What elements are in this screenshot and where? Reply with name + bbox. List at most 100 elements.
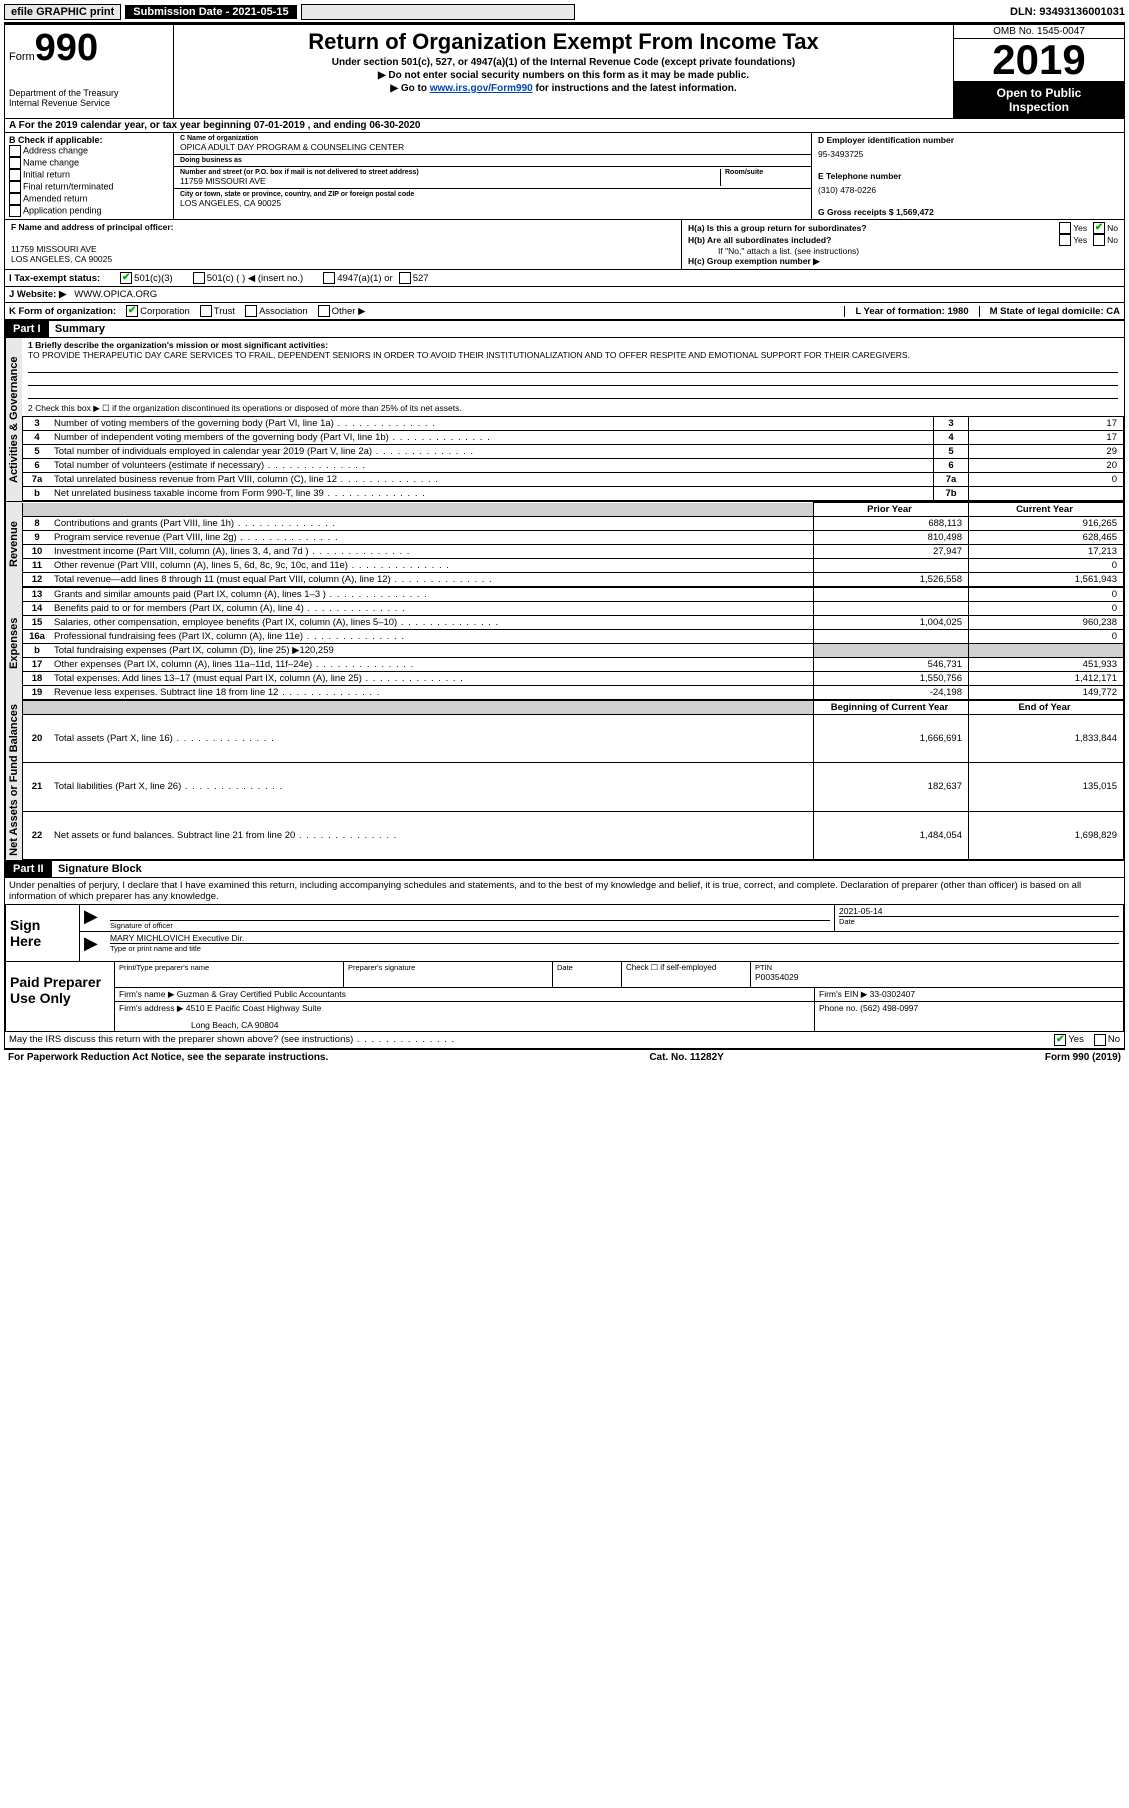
- discuss-label: May the IRS discuss this return with the…: [9, 1034, 455, 1045]
- table-row: 13Grants and similar amounts paid (Part …: [23, 588, 1124, 602]
- room-label: Room/suite: [725, 169, 805, 176]
- cb-amended[interactable]: [9, 193, 21, 205]
- instr-pre: ▶ Go to: [390, 83, 429, 94]
- firm-addr-label: Firm's address ▶: [119, 1003, 183, 1013]
- opt-501c: 501(c) ( ) ◀ (insert no.): [207, 273, 304, 284]
- cb-ha-yes[interactable]: [1059, 222, 1071, 234]
- table-row: 20Total assets (Part X, line 16)1,666,69…: [23, 715, 1124, 763]
- part1-badge: Part I: [5, 321, 49, 337]
- opt-4947: 4947(a)(1) or: [337, 273, 392, 284]
- firm-name-label: Firm's name ▶: [119, 989, 174, 999]
- opt-initial: Initial return: [23, 169, 70, 179]
- city-label: City or town, state or province, country…: [180, 191, 805, 198]
- form-ref: Form 990 (2019): [1045, 1052, 1121, 1063]
- header-mid: Return of Organization Exempt From Incom…: [174, 25, 953, 118]
- vtab-revenue: Revenue: [5, 502, 22, 587]
- cb-501c3[interactable]: [120, 272, 132, 284]
- ptin-label: PTIN: [755, 963, 1119, 972]
- section-d: D Employer identification number 95-3493…: [812, 133, 1124, 219]
- firm-addr2: Long Beach, CA 90804: [119, 1020, 810, 1030]
- expenses-section: Expenses 13Grants and similar amounts pa…: [5, 587, 1124, 700]
- table-row: 22Net assets or fund balances. Subtract …: [23, 811, 1124, 859]
- ein-label: D Employer identification number: [818, 135, 1118, 145]
- table-row: 16aProfessional fundraising fees (Part I…: [23, 630, 1124, 644]
- table-row: bNet unrelated business taxable income f…: [23, 487, 1124, 501]
- m-state: M State of legal domicile: CA: [979, 306, 1120, 317]
- revenue-table: Prior Year Current Year 8Contributions a…: [22, 502, 1124, 587]
- open2: Inspection: [956, 100, 1122, 114]
- cb-other[interactable]: [318, 305, 330, 317]
- cb-name-change[interactable]: [9, 157, 21, 169]
- gov-table: 3Number of voting members of the governi…: [22, 416, 1124, 501]
- cb-pending[interactable]: [9, 205, 21, 217]
- header-left: Form990 Department of the Treasury Inter…: [5, 25, 174, 118]
- officer-name: MARY MICHLOVICH Executive Dir.: [110, 933, 1119, 943]
- preparer-block: Paid Preparer Use Only Print/Type prepar…: [5, 962, 1124, 1032]
- prep-sig-label: Preparer's signature: [348, 963, 548, 972]
- penalty-text: Under penalties of perjury, I declare th…: [5, 878, 1124, 904]
- expenses-table: 13Grants and similar amounts paid (Part …: [22, 587, 1124, 700]
- j-label: J Website: ▶: [9, 289, 66, 300]
- cb-501c[interactable]: [193, 272, 205, 284]
- tax-exempt-row: I Tax-exempt status: 501(c)(3) 501(c) ( …: [5, 270, 1124, 287]
- cb-discuss-no[interactable]: [1094, 1034, 1106, 1046]
- i-label: I Tax-exempt status:: [9, 273, 100, 284]
- section-f: F Name and address of principal officer:…: [5, 220, 682, 269]
- pra-notice: For Paperwork Reduction Act Notice, see …: [8, 1052, 328, 1063]
- paid-preparer-label: Paid Preparer Use Only: [6, 962, 115, 1031]
- street-address: 11759 MISSOURI AVE: [180, 176, 720, 186]
- opt-pending: Application pending: [23, 205, 102, 215]
- section-h: H(a) Is this a group return for subordin…: [682, 220, 1124, 269]
- f-label: F Name and address of principal officer:: [11, 222, 675, 232]
- tax-year: 2019: [954, 39, 1124, 82]
- firm-addr1: 4510 E Pacific Coast Highway Suite: [186, 1003, 322, 1013]
- submission-date: Submission Date - 2021-05-15: [125, 5, 296, 19]
- netassets-table: Beginning of Current Year End of Year 20…: [22, 700, 1124, 860]
- form-header: Form990 Department of the Treasury Inter…: [5, 25, 1124, 119]
- cb-527[interactable]: [399, 272, 411, 284]
- vtab-netassets: Net Assets or Fund Balances: [5, 700, 22, 860]
- instr-ssn: ▶ Do not enter social security numbers o…: [178, 70, 949, 81]
- table-row: 4Number of independent voting members of…: [23, 431, 1124, 445]
- open1: Open to Public: [956, 86, 1122, 100]
- cb-assoc[interactable]: [245, 305, 257, 317]
- instr-link: ▶ Go to www.irs.gov/Form990 for instruct…: [178, 83, 949, 94]
- col-current: Current Year: [969, 503, 1124, 517]
- section-b: B Check if applicable: Address change Na…: [5, 133, 174, 219]
- prep-phone: (562) 498-0997: [860, 1003, 918, 1013]
- vtab-governance: Activities & Governance: [5, 338, 22, 501]
- cb-hb-yes[interactable]: [1059, 234, 1071, 246]
- sign-here-label: Sign Here: [6, 905, 80, 961]
- cb-address-change[interactable]: [9, 145, 21, 157]
- discuss-yes: Yes: [1068, 1034, 1084, 1045]
- phone-value: (310) 478-0226: [818, 185, 1118, 195]
- table-row: 18Total expenses. Add lines 13–17 (must …: [23, 672, 1124, 686]
- opt-other: Other ▶: [332, 306, 366, 317]
- row-a-tax-year: A For the 2019 calendar year, or tax yea…: [5, 119, 1124, 133]
- part2-badge: Part II: [5, 861, 52, 877]
- cb-discuss-yes[interactable]: [1054, 1034, 1066, 1046]
- opt-address: Address change: [23, 145, 88, 155]
- cb-initial[interactable]: [9, 169, 21, 181]
- part1-header-row: Part I Summary: [5, 320, 1124, 338]
- firm-name: Guzman & Gray Certified Public Accountan…: [177, 989, 346, 999]
- hb-yes: Yes: [1073, 235, 1087, 245]
- opt-trust: Trust: [214, 306, 235, 317]
- form-number: 990: [35, 27, 98, 69]
- cb-final[interactable]: [9, 181, 21, 193]
- cb-corp[interactable]: [126, 305, 138, 317]
- table-row: 11Other revenue (Part VIII, column (A), …: [23, 559, 1124, 573]
- efile-button[interactable]: efile GRAPHIC print: [4, 4, 121, 20]
- cb-4947[interactable]: [323, 272, 335, 284]
- form990-link[interactable]: www.irs.gov/Form990: [430, 83, 533, 94]
- cb-ha-no[interactable]: [1093, 222, 1105, 234]
- opt-501c3: 501(c)(3): [134, 273, 173, 284]
- opt-name: Name change: [23, 157, 79, 167]
- identity-section: B Check if applicable: Address change Na…: [5, 133, 1124, 220]
- table-row: bTotal fundraising expenses (Part IX, co…: [23, 644, 1124, 658]
- line1-label: 1 Briefly describe the organization's mi…: [28, 340, 328, 350]
- cb-hb-no[interactable]: [1093, 234, 1105, 246]
- ptin-value: P00354029: [755, 972, 1119, 982]
- cb-trust[interactable]: [200, 305, 212, 317]
- line2: 2 Check this box ▶ ☐ if the organization…: [22, 401, 1124, 416]
